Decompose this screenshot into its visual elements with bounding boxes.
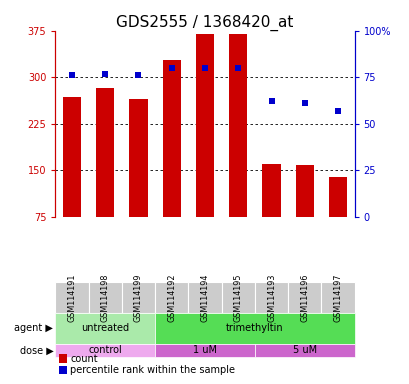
Text: control: control (88, 345, 122, 356)
Text: GSM114192: GSM114192 (167, 273, 176, 322)
Point (69, 72, 75, 78)
Text: untreated: untreated (81, 323, 129, 333)
Bar (63, 97, 81, 217)
Bar (229, 34, 247, 217)
Text: GSM114195: GSM114195 (233, 273, 242, 322)
Point (201, 65, 208, 71)
Point (102, 71, 108, 77)
Text: percentile rank within the sample: percentile rank within the sample (70, 365, 234, 375)
Bar (162, 60, 180, 217)
Text: GSM114196: GSM114196 (299, 273, 308, 322)
Point (135, 72, 142, 78)
Title: GDS2555 / 1368420_at: GDS2555 / 1368420_at (116, 15, 293, 31)
Text: trimethyltin: trimethyltin (225, 323, 283, 333)
Bar (262, 164, 280, 217)
Text: GSM114193: GSM114193 (266, 273, 275, 322)
Text: GSM114199: GSM114199 (134, 273, 143, 322)
Point (234, 65, 241, 71)
Point (267, 98, 274, 104)
Text: GSM114194: GSM114194 (200, 273, 209, 322)
Point (168, 65, 175, 71)
Text: 1 uM: 1 uM (193, 345, 216, 356)
Point (301, 100, 307, 106)
Text: 5 uM: 5 uM (292, 345, 316, 356)
Bar (96, 88, 114, 217)
Text: GSM114191: GSM114191 (67, 273, 76, 322)
Bar (129, 99, 147, 217)
Text: count: count (70, 354, 97, 364)
Text: dose ▶: dose ▶ (20, 345, 53, 356)
Text: GSM114197: GSM114197 (333, 273, 342, 322)
Bar (196, 34, 213, 217)
Text: agent ▶: agent ▶ (14, 323, 53, 333)
Bar (295, 166, 313, 217)
Bar (328, 177, 346, 217)
Point (334, 108, 340, 114)
Text: GSM114198: GSM114198 (101, 273, 110, 322)
